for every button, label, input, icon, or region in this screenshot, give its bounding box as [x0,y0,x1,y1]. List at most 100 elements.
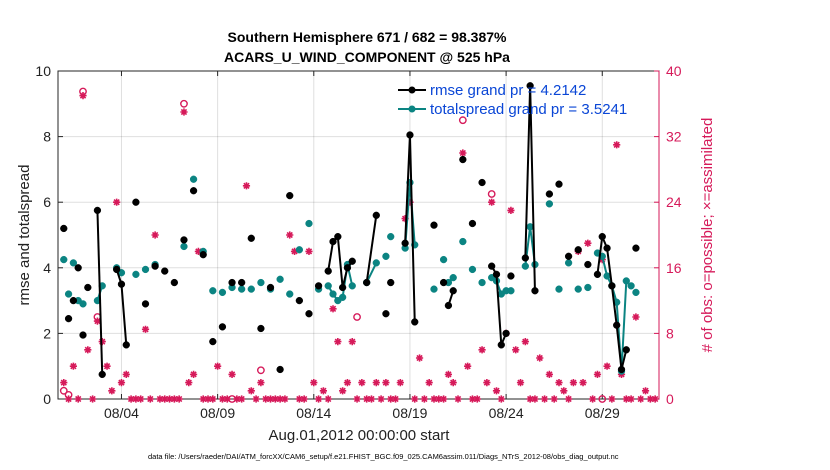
rmse-point [584,260,592,269]
spread-point [449,273,457,282]
obs-assimilated-point [641,387,650,395]
obs-assimilated-point [310,379,318,387]
obs-assimilated-point [84,346,92,354]
obs-possible-point [598,395,607,403]
obs-assimilated-point [242,182,251,190]
obs-assimilated-point [478,346,486,354]
obs-assimilated-marker [540,395,549,403]
obs-assimilated-marker [79,92,87,100]
obs-assimilated-point [488,198,496,206]
spread-point [632,288,640,297]
obs-assimilated-marker [233,395,241,403]
obs-assimilated-marker [137,395,145,403]
obs-assimilated-marker [117,379,126,387]
obs-assimilated-point [122,370,130,378]
obs-assimilated-marker [627,395,635,403]
spread-point [439,255,448,264]
obs-assimilated-marker [387,395,395,403]
obs-assimilated-point [348,338,356,346]
obs-assimilated-marker [444,370,453,378]
obs-assimilated-marker [189,370,198,378]
obs-assimilated-marker [459,149,467,157]
rmse-line-segment [365,215,378,283]
obs-assimilated-point [286,231,294,239]
x-tick-label: 08/09 [200,405,235,421]
obs-assimilated-marker [521,338,529,346]
spread-point [180,242,188,251]
obs-assimilated-marker [276,395,284,403]
obs-assimilated-marker [103,362,111,370]
obs-assimilated-marker [247,387,255,395]
obs-assimilated-point [93,317,102,325]
obs-possible-point [487,190,496,198]
rmse-point [478,178,486,187]
obs-assimilated-point [622,395,630,403]
rmse-line-segment [490,265,508,346]
spread-point [257,278,265,287]
obs-assimilated-marker [329,305,337,313]
obs-assimilated-point [89,395,97,403]
obs-assimilated-point [276,395,284,403]
obs-assimilated-point [569,379,578,387]
obs-assimilated-marker [218,395,227,403]
obs-assimilated-marker [146,395,154,403]
spread-point [545,200,554,208]
obs-assimilated-point [204,395,212,403]
rmse-point [338,283,347,292]
rmse-point [324,267,332,275]
obs-assimilated-point [329,305,337,313]
obs-assimilated-marker [358,379,366,387]
rmse-point [247,234,255,242]
obs-assimilated-marker [281,395,289,403]
obs-assimilated-marker [406,198,414,206]
spread-point [507,287,515,295]
obs-assimilated-marker [141,325,150,333]
obs-assimilated-point [257,379,265,387]
obs-assimilated-marker [435,395,443,403]
chart-title: Southern Hemisphere 671 / 682 = 98.387% [228,29,508,45]
spread-point [64,290,73,298]
obs-assimilated-point [363,395,371,403]
rmse-point [439,278,448,287]
obs-assimilated-point [473,395,481,403]
obs-possible-point [256,366,265,375]
rmse-point [69,296,78,305]
obs-assimilated-point [170,395,178,403]
obs-assimilated-point [141,325,150,333]
obs-assimilated-point [425,379,433,387]
rmse-point [79,331,87,339]
chart-subtitle: ACARS_U_WIND_COMPONENT @ 525 hPa [224,49,510,65]
rmse-point [363,278,371,287]
obs-assimilated-marker [185,379,193,387]
rmse-point [161,267,169,275]
obs-assimilated-marker [305,247,313,255]
obs-assimilated-point [339,387,347,395]
obs-assimilated-marker [377,395,385,403]
y-tick-label: 0 [43,391,51,407]
obs-assimilated-marker [550,395,558,403]
spread-point [521,262,529,270]
obs-assimilated-point [358,379,366,387]
obs-assimilated-marker [257,379,265,387]
obs-assimilated-point [281,395,289,403]
obs-assimilated-point [459,149,467,157]
obs-assimilated-point [516,379,525,387]
obs-assimilated-marker [113,198,121,206]
obs-assimilated-marker [565,395,573,403]
rmse-point [189,187,198,195]
rmse-point [468,219,477,228]
rmse-point [411,318,419,326]
obs-assimilated-point [454,395,462,403]
obs-assimilated-marker [262,395,270,403]
obs-assimilated-marker [122,370,130,378]
rmse-point [488,262,496,270]
obs-assimilated-point [526,395,534,403]
spread-point [338,293,347,301]
obs-assimilated-point [252,395,260,403]
obs-assimilated-point [247,387,255,395]
rmse-point [526,82,534,90]
obs-assimilated-point [161,395,169,403]
obs-assimilated-marker [156,395,164,403]
y-right-tick-label: 8 [666,325,674,341]
rmse-point [170,278,179,287]
